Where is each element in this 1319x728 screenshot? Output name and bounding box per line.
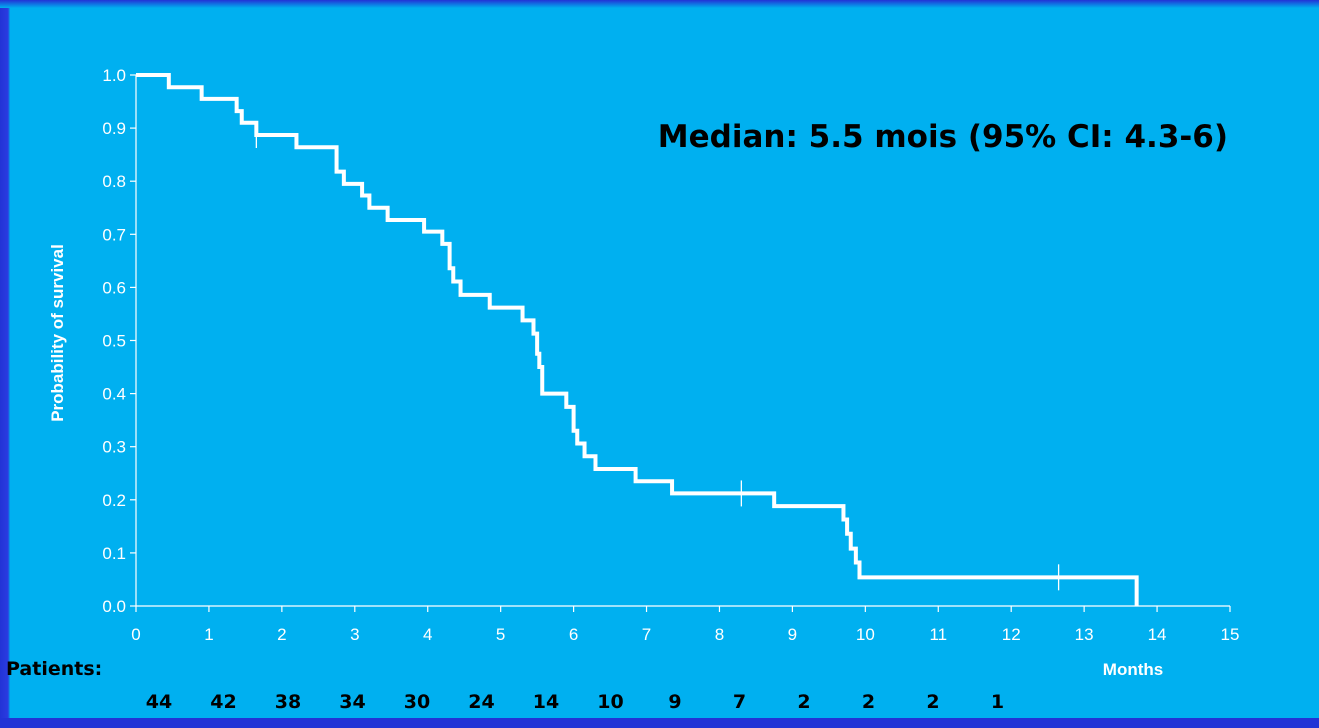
risk-count: 9 bbox=[668, 691, 681, 713]
x-tick-label: 12 bbox=[1002, 625, 1021, 644]
x-tick-label: 7 bbox=[642, 625, 651, 644]
x-tick-label: 10 bbox=[856, 625, 875, 644]
y-axis-title: Probability of survival bbox=[48, 244, 67, 422]
tick-labels: 0.00.10.20.30.40.50.60.70.80.91.00 1 2 3 4 5 6… bbox=[102, 66, 1239, 644]
y-tick-label: 0.7 bbox=[102, 225, 126, 244]
x-axis-title: Months bbox=[1103, 660, 1163, 679]
risk-count: 44 bbox=[146, 691, 172, 713]
bottom-border bbox=[0, 718, 1319, 728]
risk-count: 10 bbox=[597, 691, 623, 713]
x-tick-label: 15 bbox=[1221, 625, 1240, 644]
y-tick-label: 0.4 bbox=[102, 385, 126, 404]
risk-count: 1 bbox=[991, 691, 1004, 713]
x-tick-label: 3 bbox=[350, 625, 359, 644]
x-tick-label: 6 bbox=[569, 625, 578, 644]
y-tick-label: 0.3 bbox=[102, 438, 126, 457]
risk-count: 38 bbox=[275, 691, 301, 713]
x-tick-label: 8 bbox=[715, 625, 724, 644]
x-tick-label: 1 bbox=[204, 625, 213, 644]
median-annotation: Median: 5.5 mois (95% CI: 4.3-6) bbox=[658, 119, 1228, 155]
risk-table-label: Patients: bbox=[6, 658, 102, 680]
y-tick-label: 0.5 bbox=[102, 332, 126, 351]
risk-count: 24 bbox=[468, 691, 494, 713]
y-tick-label: 0.0 bbox=[102, 597, 126, 616]
risk-count: 2 bbox=[862, 691, 875, 713]
x-tick-label: 5 bbox=[496, 625, 505, 644]
survival-step-line bbox=[136, 73, 1139, 606]
top-border bbox=[0, 0, 1319, 8]
y-tick-label: 0.8 bbox=[102, 172, 126, 191]
risk-count: 2 bbox=[926, 691, 939, 713]
x-tick-label: 14 bbox=[1148, 625, 1167, 644]
axes bbox=[130, 74, 1231, 612]
x-tick-label: 11 bbox=[929, 625, 947, 644]
risk-count: 7 bbox=[733, 691, 746, 713]
x-tick-label: 9 bbox=[788, 625, 797, 644]
risk-count: 34 bbox=[339, 691, 365, 713]
risk-count: 30 bbox=[404, 691, 430, 713]
risk-count: 2 bbox=[797, 691, 810, 713]
y-tick-label: 0.9 bbox=[102, 119, 126, 138]
risk-count: 42 bbox=[210, 691, 236, 713]
y-tick-label: 0.6 bbox=[102, 278, 126, 297]
x-tick-label: 13 bbox=[1075, 625, 1094, 644]
risk-count: 14 bbox=[533, 691, 559, 713]
x-tick-label: 4 bbox=[423, 625, 432, 644]
y-tick-label: 0.1 bbox=[102, 544, 126, 563]
survival-curve bbox=[136, 73, 1139, 606]
risk-table: 44 42 38 34 30 24 14 10 9 7 2 2 2 1 bbox=[146, 691, 1004, 713]
x-tick-label: 0 bbox=[131, 625, 140, 644]
y-tick-label: 0.2 bbox=[102, 491, 126, 510]
y-tick-label: 1.0 bbox=[102, 66, 126, 85]
chart-background bbox=[10, 0, 1319, 718]
x-tick-label: 2 bbox=[277, 625, 286, 644]
